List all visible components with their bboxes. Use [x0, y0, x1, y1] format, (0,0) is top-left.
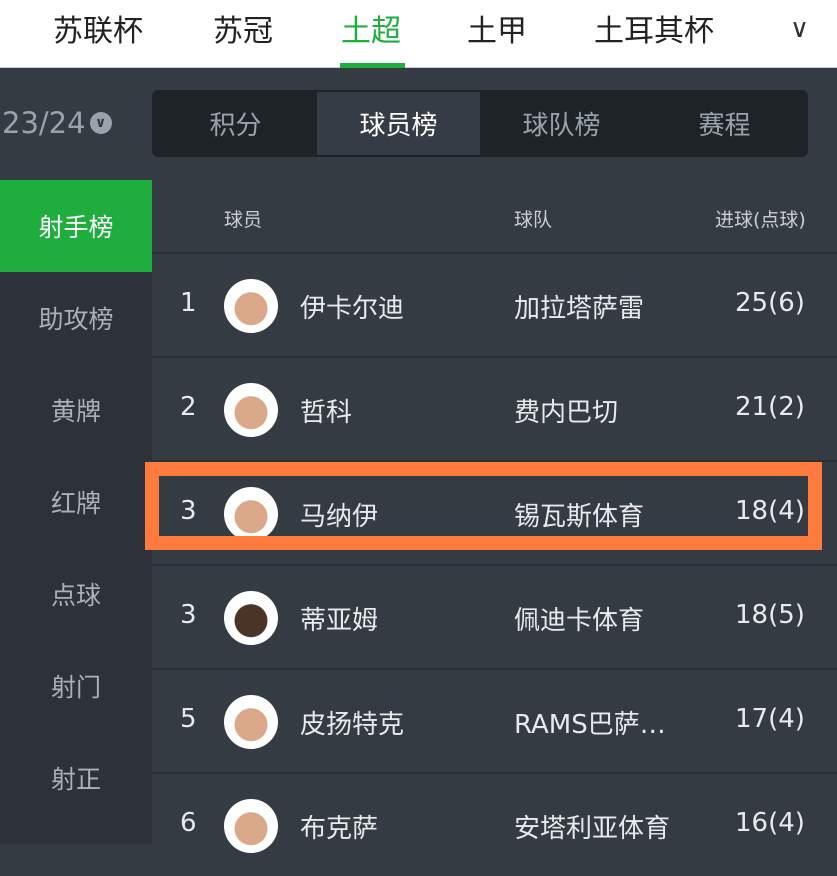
player-name: 布克萨: [300, 814, 379, 844]
player-avatar: [224, 279, 278, 333]
sidebar-item-assists[interactable]: 助攻榜: [38, 305, 114, 334]
sidebar-item-shots[interactable]: 射门: [50, 673, 101, 702]
active-tab-indicator: [340, 63, 405, 68]
header-goals: 进球(点球): [715, 209, 806, 231]
goals: 18(5): [735, 600, 805, 630]
tab-league-4[interactable]: 土耳其杯: [594, 14, 714, 49]
tab-league-3[interactable]: 土甲: [467, 14, 527, 49]
rank: 2: [180, 392, 197, 422]
sidebar-item-scorers[interactable]: 射手榜: [0, 180, 152, 272]
player-avatar: [224, 487, 278, 541]
team-name: 费内巴切: [514, 398, 619, 428]
goals: 21(2): [735, 392, 805, 422]
sidebar-item-red-cards[interactable]: 红牌: [50, 489, 101, 518]
player-avatar: [224, 695, 278, 749]
chevron-down-icon[interactable]: ∨: [790, 14, 810, 44]
goals: 16(4): [735, 808, 805, 838]
team-name: 佩迪卡体育: [514, 606, 645, 636]
segment-player-rankings[interactable]: 球员榜: [317, 92, 480, 155]
table-row[interactable]: 2 哲科 费内巴切 21(2): [152, 356, 837, 460]
goals: 17(4): [735, 704, 805, 734]
player-avatar: [224, 591, 278, 645]
sidebar-item-yellow-cards[interactable]: 黄牌: [50, 397, 101, 426]
tab-league-0[interactable]: 苏联杯: [53, 14, 143, 49]
season-label: 23/24: [2, 106, 86, 140]
player-avatar: [224, 383, 278, 437]
team-name: 锡瓦斯体育: [514, 502, 645, 532]
rank: 3: [180, 600, 197, 630]
goals: 18(4): [735, 496, 805, 526]
table-row[interactable]: 3 马纳伊 锡瓦斯体育 18(4): [152, 460, 837, 564]
rank: 1: [180, 288, 197, 318]
table-row[interactable]: 3 蒂亚姆 佩迪卡体育 18(5): [152, 564, 837, 668]
sidebar-item-penalties[interactable]: 点球: [50, 581, 101, 610]
tab-league-1[interactable]: 苏冠: [213, 14, 273, 49]
segment-schedule[interactable]: 赛程: [698, 111, 751, 141]
sidebar-item-shots-on-target[interactable]: 射正: [50, 765, 101, 794]
rank: 6: [180, 808, 197, 838]
chevron-down-icon: ∨: [89, 112, 112, 134]
team-name: 安塔利亚体育: [514, 814, 671, 844]
season-selector[interactable]: 23/24 ∨: [2, 106, 112, 140]
player-name: 哲科: [300, 398, 353, 428]
player-name: 马纳伊: [300, 502, 379, 532]
table-row[interactable]: 6 布克萨 安塔利亚体育 16(4): [152, 772, 837, 876]
table-row[interactable]: 5 皮扬特克 RAMS巴萨… 17(4): [152, 668, 837, 772]
league-tab-bar: 苏联杯 苏冠 土超 土甲 土耳其杯 ∨: [0, 0, 837, 68]
rank: 5: [180, 704, 197, 734]
team-name: 加拉塔萨雷: [514, 294, 645, 324]
player-name: 皮扬特克: [300, 710, 405, 740]
scorers-table: 球员 球队 进球(点球) 1 伊卡尔迪 加拉塔萨雷 25(6) 2 哲科 费内巴切…: [152, 180, 837, 876]
header-team: 球队: [514, 209, 553, 231]
table-row[interactable]: 1 伊卡尔迪 加拉塔萨雷 25(6): [152, 252, 837, 356]
tab-league-2[interactable]: 土超: [341, 14, 401, 49]
highlight-box: [145, 462, 822, 550]
segment-control: 积分 球员榜 球队榜 赛程: [152, 90, 808, 157]
header-player: 球员: [224, 209, 263, 231]
player-name: 蒂亚姆: [300, 606, 379, 636]
goals: 25(6): [735, 288, 805, 318]
segment-standings[interactable]: 积分: [209, 111, 262, 141]
rank: 3: [180, 496, 197, 526]
sidebar: 射手榜 助攻榜 黄牌 红牌 点球 射门 射正: [0, 180, 152, 844]
player-name: 伊卡尔迪: [300, 294, 405, 324]
team-name: RAMS巴萨…: [514, 710, 666, 740]
table-header: 球员 球队 进球(点球): [152, 180, 837, 252]
player-avatar: [224, 799, 278, 853]
segment-team-rankings[interactable]: 球队榜: [522, 111, 601, 141]
